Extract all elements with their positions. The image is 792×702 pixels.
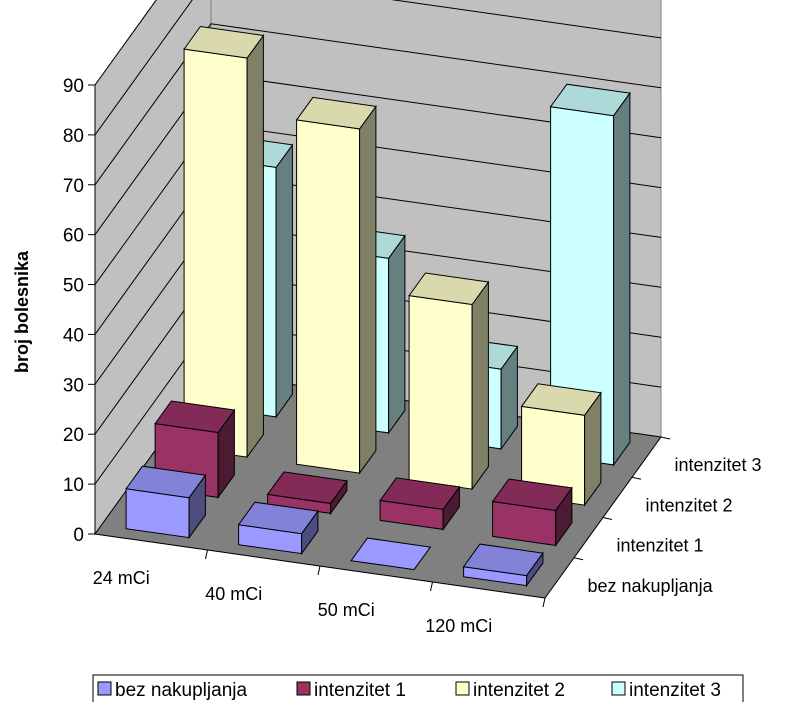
bar-side: [389, 236, 405, 433]
y-tick-label: 50: [63, 276, 84, 297]
y-tick-label: 30: [63, 375, 84, 396]
bar-intenzitet-2-40-mCi: [297, 97, 376, 473]
bar-side: [247, 36, 263, 458]
legend-label: intenzitet 2: [473, 680, 565, 701]
y-tick-label: 60: [63, 226, 84, 247]
depth-tick-mark: [603, 518, 612, 520]
depth-tick-label: intenzitet 3: [675, 455, 762, 475]
depth-tick-mark: [661, 437, 670, 439]
x-tick-label: 24 mCi: [93, 568, 150, 588]
x-tick-mark: [543, 598, 545, 607]
legend-swatch: [98, 682, 111, 695]
bar-intenzitet-1-120-mCi: [493, 479, 572, 545]
x-tick-label: 120 mCi: [425, 616, 492, 636]
legend-swatch: [456, 682, 469, 695]
depth-tick-label: intenzitet 1: [617, 536, 704, 556]
bar-side: [276, 145, 292, 417]
bar-bez-nakupljanja-40-mCi: [239, 502, 318, 553]
legend-label: bez nakupljanja: [115, 680, 247, 701]
y-axis-ticks: 0 10 20 30 40 50 60 70 80 90: [63, 76, 95, 546]
y-tick-label: 90: [63, 76, 84, 97]
depth-tick-label: intenzitet 2: [646, 495, 733, 515]
bar-bez-nakupljanja-24-mCi: [126, 466, 205, 537]
legend-swatch: [612, 682, 625, 695]
y-tick-label: 70: [63, 176, 84, 197]
legend-entry: intenzitet 1: [297, 680, 406, 701]
legend-entry: bez nakupljanja: [98, 680, 247, 701]
legend-swatch: [297, 682, 310, 695]
x-tick-mark: [318, 566, 320, 575]
legend-entry: intenzitet 3: [612, 680, 721, 701]
x-tick-mark: [206, 550, 208, 559]
bar-front: [184, 49, 247, 457]
legend: bez nakupljanja intenzitet 1 intenzitet 2 i…: [93, 675, 743, 702]
bar-intenzitet-1-50-mCi: [380, 478, 459, 530]
bar-side: [472, 282, 488, 489]
y-tick-label: 0: [73, 525, 84, 546]
bar-intenzitet-2-50-mCi: [409, 273, 488, 489]
depth-tick-mark: [574, 558, 583, 560]
legend-entry: intenzitet 2: [456, 680, 565, 701]
bar-front: [297, 120, 360, 473]
bar-side: [360, 106, 376, 473]
y-tick-label: 10: [63, 475, 84, 496]
depth-tick-mark: [632, 477, 641, 479]
legend-label: intenzitet 3: [629, 680, 721, 701]
legend-label: intenzitet 1: [314, 680, 406, 701]
bar-side: [614, 93, 630, 465]
x-tick-mark: [431, 582, 433, 591]
bar-intenzitet-2-24-mCi: [184, 27, 263, 458]
bar-front: [409, 296, 472, 490]
y-axis-label: broj bolesnika: [12, 250, 32, 373]
x-tick-label: 50 mCi: [318, 600, 375, 620]
y-tick-label: 40: [63, 325, 84, 346]
y-tick-label: 20: [63, 425, 84, 446]
y-tick-label: 80: [63, 126, 84, 147]
depth-tick-label: bez nakupljanja: [588, 576, 714, 596]
x-tick-label: 40 mCi: [205, 584, 262, 604]
